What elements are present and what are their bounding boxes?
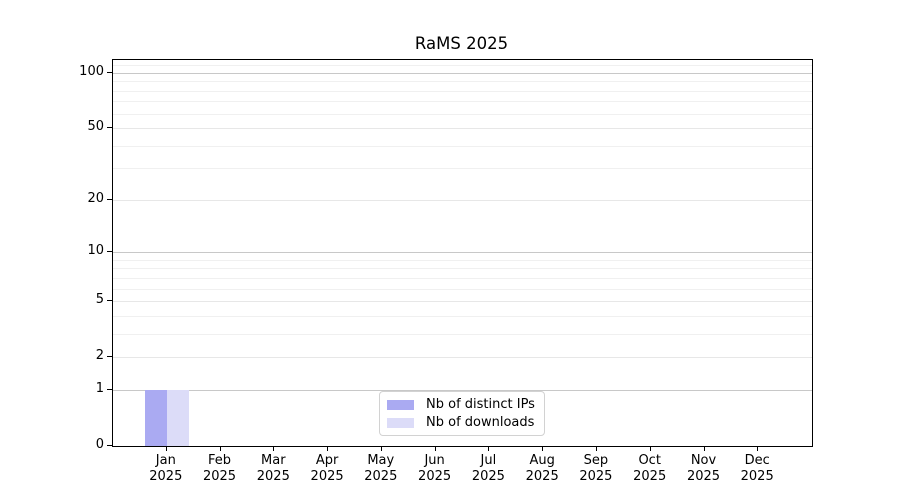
y-tick-label: 10 [87, 243, 104, 259]
major-gridline [113, 252, 812, 254]
legend: Nb of distinct IPs Nb of downloads [379, 391, 545, 436]
x-tick-month: May [367, 453, 395, 468]
y-tick-mark [107, 127, 112, 129]
minor-gridline [113, 113, 812, 115]
x-tick-label: Mar 2025 [233, 453, 313, 484]
x-tick-month: Sep [583, 453, 609, 468]
x-tick-year: 2025 [364, 468, 398, 484]
y-tick-label: 1 [95, 381, 104, 396]
y-tick-mark [107, 71, 112, 73]
x-tick-month: Apr [315, 453, 339, 468]
major-gridline [113, 301, 812, 303]
minor-gridline [113, 168, 812, 170]
bar-downloads [166, 390, 189, 446]
major-gridline [113, 199, 812, 201]
legend-item-distinct-ips: Nb of distinct IPs [387, 397, 535, 412]
x-tick-year: 2025 [525, 468, 559, 484]
y-tick-mark [107, 198, 112, 200]
x-tick-year: 2025 [202, 468, 237, 484]
x-tick-month: Aug [529, 453, 555, 468]
x-tick-mark [542, 447, 544, 451]
legend-swatch-distinct-ips [387, 399, 414, 410]
x-tick-label: Jun 2025 [395, 453, 475, 484]
x-tick-month: Dec [744, 453, 770, 468]
minor-gridline [113, 65, 812, 67]
minor-gridline [113, 333, 812, 335]
major-gridline [113, 128, 812, 130]
minor-gridline [113, 101, 812, 103]
x-tick-label: Aug 2025 [502, 453, 582, 484]
legend-item-downloads: Nb of downloads [387, 415, 535, 430]
x-tick-label: Oct 2025 [610, 453, 690, 484]
minor-gridline [113, 277, 812, 279]
y-tick-mark [107, 389, 112, 390]
x-tick-mark [488, 447, 490, 451]
x-tick-label: May 2025 [341, 453, 421, 484]
minor-gridline [113, 145, 812, 147]
legend-label-downloads: Nb of downloads [426, 415, 535, 430]
x-tick-label: Sep 2025 [556, 453, 636, 484]
x-tick-year: 2025 [149, 468, 183, 484]
x-tick-year: 2025 [418, 468, 452, 484]
x-tick-year: 2025 [740, 468, 774, 484]
x-tick-label: Nov 2025 [664, 453, 744, 484]
x-tick-year: 2025 [686, 468, 721, 484]
x-tick-mark [165, 447, 167, 451]
x-tick-year: 2025 [310, 468, 344, 484]
y-tick-label: 100 [79, 63, 104, 79]
x-tick-mark [703, 447, 705, 451]
x-tick-month: Jul [480, 453, 497, 468]
minor-gridline [113, 315, 812, 317]
x-tick-year: 2025 [579, 468, 613, 484]
x-tick-mark [273, 447, 275, 451]
x-tick-month: Oct [638, 453, 661, 468]
minor-gridline [113, 90, 812, 92]
x-tick-label: Apr 2025 [287, 453, 367, 484]
minor-gridline [113, 81, 812, 83]
y-tick-mark [107, 300, 112, 302]
minor-gridline [113, 268, 812, 270]
x-tick-mark [595, 447, 597, 451]
x-tick-mark [219, 447, 221, 451]
major-gridline [113, 357, 812, 359]
y-tick-label: 2 [95, 348, 104, 364]
x-tick-label: Dec 2025 [717, 453, 797, 484]
x-tick-label: Feb 2025 [180, 453, 260, 484]
x-tick-mark [380, 447, 382, 451]
x-tick-month: Nov [690, 453, 717, 468]
x-tick-label: Jul 2025 [448, 453, 528, 484]
x-tick-month: Feb [207, 453, 232, 468]
x-tick-mark [649, 447, 651, 451]
legend-label-distinct-ips: Nb of distinct IPs [426, 397, 535, 412]
x-tick-mark [757, 447, 759, 451]
x-tick-month: Jun [424, 453, 445, 468]
x-tick-mark [434, 447, 436, 451]
y-tick-mark [107, 251, 112, 253]
y-tick-label: 0 [95, 437, 104, 452]
plot-area: Nb of distinct IPs Nb of downloads [112, 59, 813, 447]
minor-gridline [113, 259, 812, 261]
y-tick-mark [107, 445, 112, 446]
y-tick-label: 50 [87, 119, 104, 135]
x-tick-year: 2025 [471, 468, 505, 484]
chart-title: RaMS 2025 [414, 34, 509, 53]
y-tick-label: 20 [87, 190, 104, 206]
x-tick-year: 2025 [633, 468, 667, 484]
y-tick-mark [107, 356, 112, 358]
x-tick-month: Mar [261, 453, 286, 468]
minor-gridline [113, 288, 812, 290]
x-tick-year: 2025 [256, 468, 290, 484]
major-gridline [113, 390, 812, 391]
y-tick-label: 5 [95, 292, 104, 308]
x-tick-mark [327, 447, 329, 451]
x-tick-label: Jan 2025 [126, 453, 206, 484]
major-gridline [113, 72, 812, 74]
legend-swatch-downloads [387, 417, 414, 428]
bar-distinct-ips [144, 390, 167, 446]
x-tick-month: Jan [155, 453, 176, 468]
